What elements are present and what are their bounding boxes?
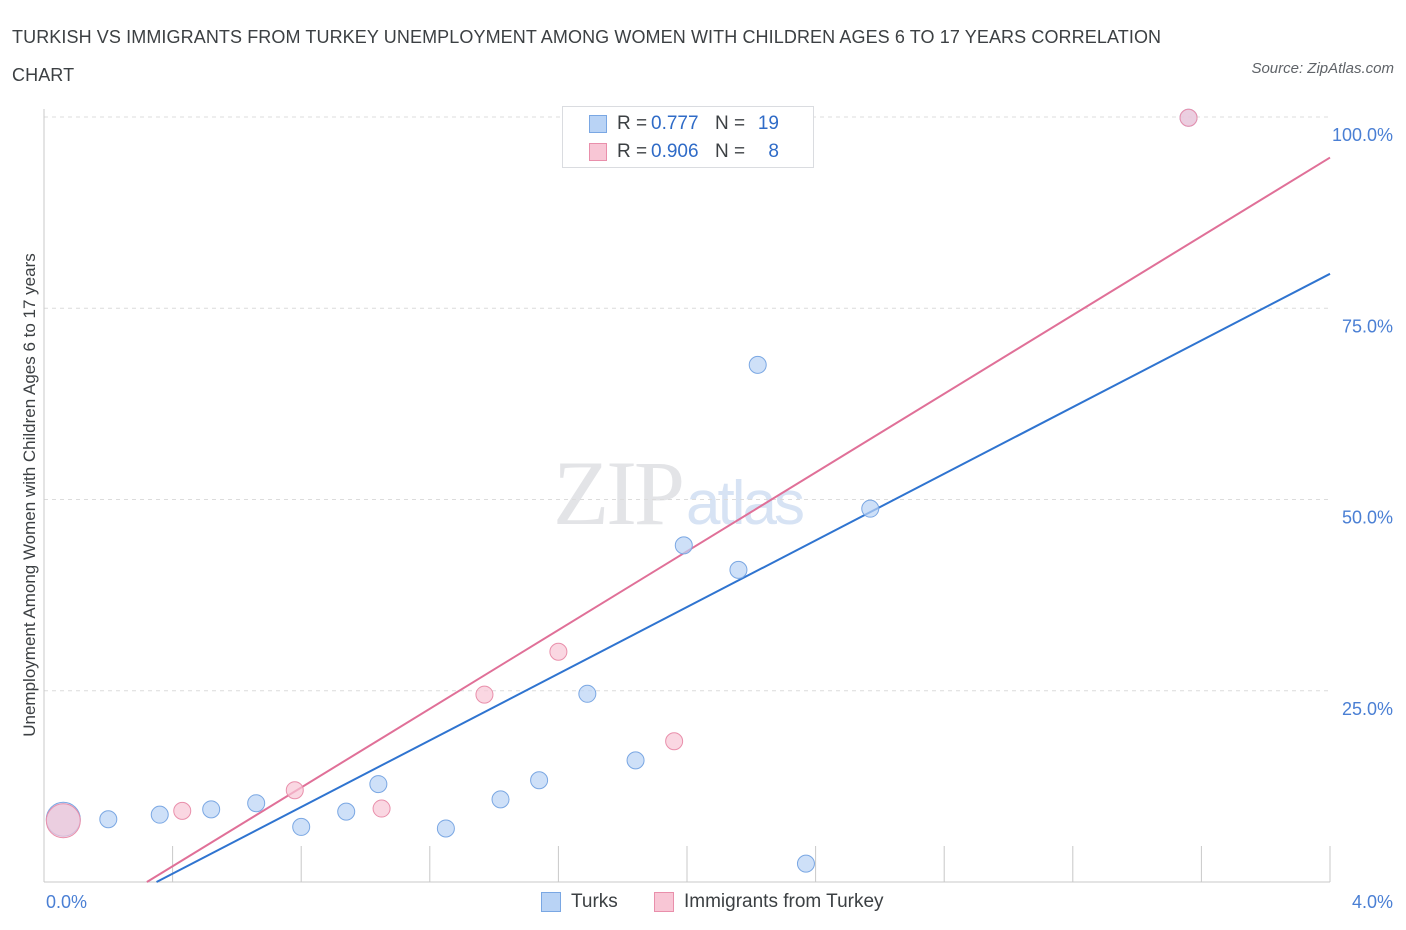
immigrants-trendline — [146, 156, 1331, 883]
turks-point — [369, 775, 388, 794]
turks-legend-label: Turks — [571, 891, 618, 912]
n-label: N = — [715, 141, 746, 162]
y-tick-label: 25.0% — [1342, 699, 1393, 719]
turks-point — [292, 817, 311, 836]
legend-item-turks: Turks — [541, 890, 618, 914]
r-value: 0.777 — [651, 113, 699, 134]
turks-swatch — [589, 115, 607, 133]
legend-row-immigrants: R = 0.906 N = 8 — [589, 140, 779, 164]
legend-row-turks: R = 0.777 N = 19 — [589, 112, 779, 136]
y-tick-label: 100.0% — [1332, 125, 1393, 145]
turks-point — [247, 794, 266, 813]
y-tick-label: 75.0% — [1342, 316, 1393, 336]
y-tick-label: 50.0% — [1342, 508, 1393, 528]
source-note: Source: ZipAtlas.com — [1251, 60, 1394, 77]
immigrants-point — [173, 801, 192, 820]
immigrants-point — [665, 732, 684, 751]
immigrants-point — [1179, 108, 1198, 127]
turks-point — [578, 684, 597, 703]
turks-point — [729, 560, 748, 579]
x-tick-label: 0.0% — [46, 892, 87, 912]
turks-point — [674, 536, 693, 555]
correlation-legend: R = 0.777 N = 19 R = 0.906 N = 8 — [562, 106, 814, 168]
immigrants-point — [475, 685, 494, 704]
x-tick-label: 4.0% — [1352, 892, 1393, 912]
immigrants-legend-swatch — [654, 892, 674, 912]
turks-point — [530, 771, 549, 790]
turks-point — [748, 355, 767, 374]
turks-point — [626, 751, 645, 770]
turks-legend-swatch — [541, 892, 561, 912]
immigrants-point — [549, 642, 568, 661]
turks-point — [337, 802, 356, 821]
turks-point — [99, 810, 118, 829]
n-label: N = — [715, 113, 746, 134]
immigrants-point — [285, 781, 304, 800]
turks-point — [861, 499, 880, 518]
r-label: R = — [617, 113, 648, 134]
turks-point — [796, 854, 815, 873]
watermark-logo: ZIP atlas — [553, 440, 805, 546]
turks-trendline — [156, 272, 1331, 883]
turks-point — [202, 800, 221, 819]
n-value: 19 — [757, 113, 779, 134]
immigrants-legend-label: Immigrants from Turkey — [684, 891, 884, 912]
n-value: 8 — [768, 141, 779, 162]
r-label: R = — [617, 141, 648, 162]
watermark-atlas: atlas — [686, 469, 805, 538]
r-value: 0.906 — [651, 141, 699, 162]
y-axis-label: Unemployment Among Women with Children A… — [20, 253, 39, 737]
legend-item-immigrants: Immigrants from Turkey — [654, 890, 884, 914]
turks-point — [436, 819, 455, 838]
immigrants-point — [45, 803, 81, 839]
turks-point — [150, 805, 169, 824]
watermark-zip: ZIP — [553, 442, 685, 544]
immigrants-swatch — [589, 143, 607, 161]
chart-title: TURKISH VS IMMIGRANTS FROM TURKEY UNEMPL… — [12, 27, 1162, 85]
turks-point — [491, 790, 510, 809]
immigrants-point — [372, 799, 391, 818]
